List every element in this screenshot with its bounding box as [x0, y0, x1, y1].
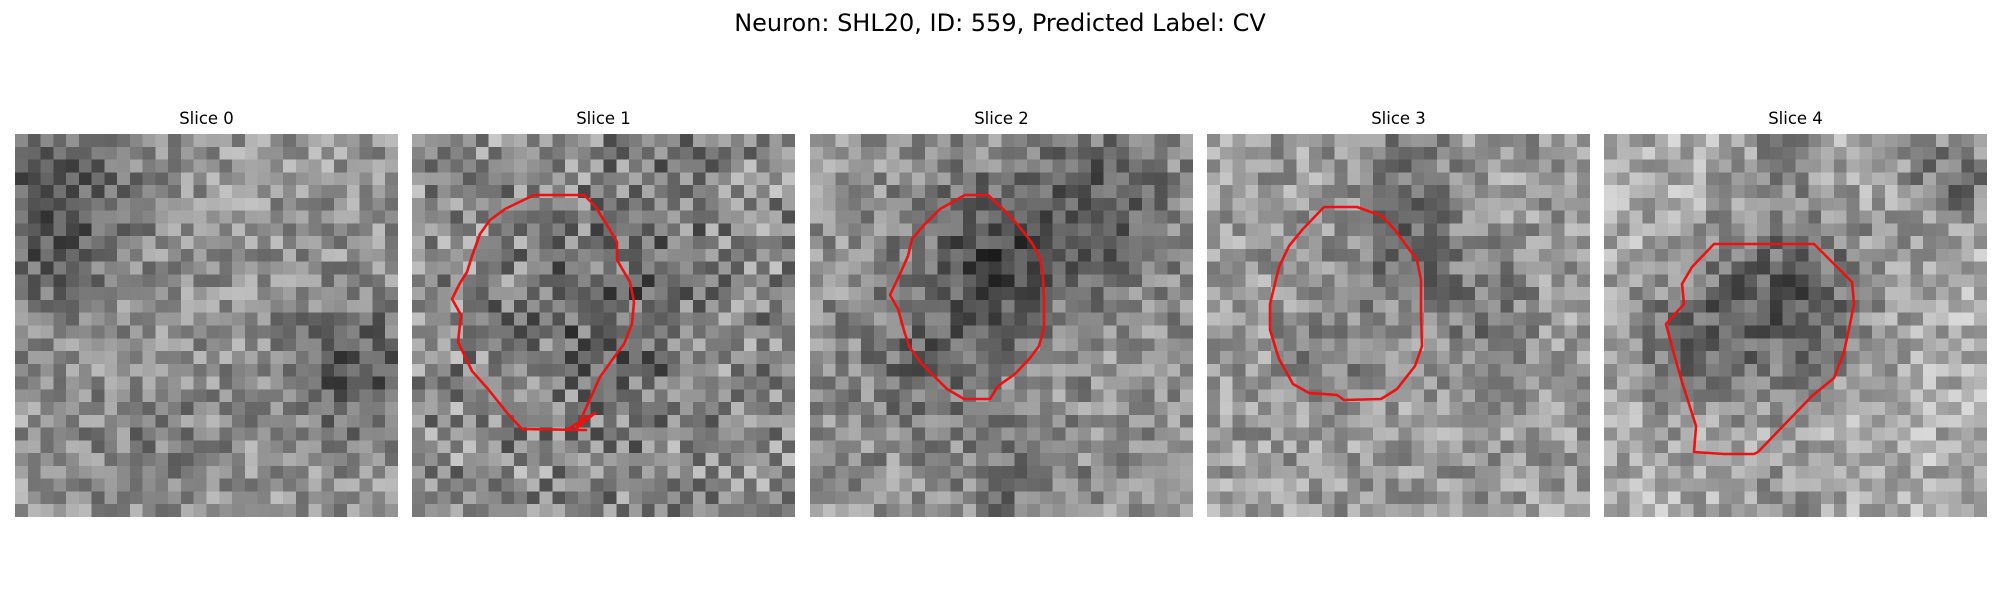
image-pixels: [1604, 134, 1987, 517]
grayscale-image: [412, 134, 795, 517]
grayscale-image: [1207, 134, 1590, 517]
slice-title: Slice 3: [1371, 109, 1426, 128]
segmentation-contour: [888, 193, 1046, 401]
slice-title: Slice 4: [1768, 109, 1823, 128]
slice-title: Slice 0: [179, 109, 234, 128]
slice-panel-3: Slice 3: [1207, 108, 1590, 517]
grayscale-image: [15, 134, 398, 517]
slice-panel-0: Slice 0: [15, 108, 398, 517]
figure-title: Neuron: SHL20, ID: 559, Predicted Label:…: [734, 9, 1266, 37]
grayscale-image: [1604, 134, 1987, 517]
segmentation-contour: [450, 193, 636, 432]
grayscale-image: [810, 134, 1193, 517]
slice-title: Slice 2: [974, 109, 1029, 128]
image-pixels: [810, 134, 1193, 517]
slice-title: Slice 1: [576, 109, 631, 128]
slice-panel-1: Slice 1: [412, 108, 795, 517]
image-pixels: [15, 134, 398, 517]
segmentation-contour: [1664, 242, 1856, 456]
image-pixels: [412, 134, 795, 517]
slice-panel-4: Slice 4: [1604, 108, 1987, 517]
slice-panel-2: Slice 2: [810, 108, 1193, 517]
segmentation-contour: [1268, 205, 1424, 402]
